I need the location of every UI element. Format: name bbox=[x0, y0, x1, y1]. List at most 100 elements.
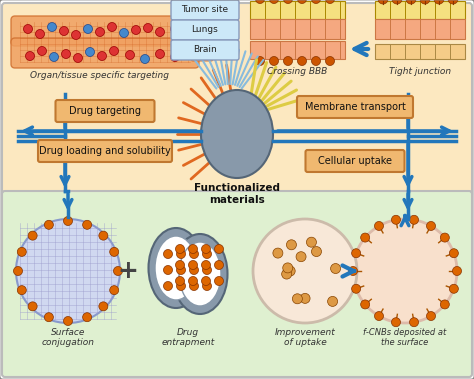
Text: Tumor site: Tumor site bbox=[182, 6, 228, 14]
Circle shape bbox=[45, 313, 54, 322]
Circle shape bbox=[164, 282, 173, 290]
Circle shape bbox=[189, 260, 198, 269]
Circle shape bbox=[286, 240, 296, 250]
Circle shape bbox=[109, 286, 118, 294]
FancyBboxPatch shape bbox=[250, 1, 345, 19]
Circle shape bbox=[190, 282, 199, 290]
Circle shape bbox=[189, 244, 198, 254]
Circle shape bbox=[108, 22, 117, 31]
Circle shape bbox=[270, 56, 279, 66]
Text: Improvement
of uptake: Improvement of uptake bbox=[274, 328, 336, 348]
Circle shape bbox=[24, 25, 33, 33]
Circle shape bbox=[181, 27, 190, 36]
FancyBboxPatch shape bbox=[375, 19, 465, 39]
Text: f-CNBs deposited at
the surface: f-CNBs deposited at the surface bbox=[364, 328, 447, 348]
Circle shape bbox=[64, 316, 73, 326]
Circle shape bbox=[361, 233, 370, 242]
Circle shape bbox=[374, 312, 383, 321]
Circle shape bbox=[98, 52, 107, 61]
FancyBboxPatch shape bbox=[55, 100, 155, 122]
Circle shape bbox=[109, 247, 118, 256]
Circle shape bbox=[202, 282, 211, 290]
FancyBboxPatch shape bbox=[171, 0, 239, 20]
Text: Drug targeting: Drug targeting bbox=[69, 106, 141, 116]
Circle shape bbox=[449, 249, 458, 258]
FancyBboxPatch shape bbox=[38, 140, 172, 162]
Circle shape bbox=[176, 266, 185, 274]
Circle shape bbox=[176, 282, 185, 290]
FancyBboxPatch shape bbox=[375, 1, 465, 19]
Circle shape bbox=[16, 219, 120, 323]
Ellipse shape bbox=[155, 236, 197, 300]
Ellipse shape bbox=[179, 242, 221, 306]
Ellipse shape bbox=[201, 90, 273, 178]
Circle shape bbox=[348, 266, 357, 276]
Circle shape bbox=[62, 50, 71, 58]
Circle shape bbox=[270, 0, 279, 3]
FancyBboxPatch shape bbox=[2, 191, 472, 377]
Circle shape bbox=[113, 266, 122, 276]
Circle shape bbox=[282, 269, 292, 279]
Text: Crossing BBB: Crossing BBB bbox=[267, 67, 327, 76]
Circle shape bbox=[99, 231, 108, 240]
Circle shape bbox=[175, 260, 184, 269]
FancyBboxPatch shape bbox=[306, 150, 404, 172]
Text: Surface
conjugation: Surface conjugation bbox=[42, 328, 94, 348]
FancyBboxPatch shape bbox=[11, 38, 199, 68]
FancyBboxPatch shape bbox=[11, 16, 199, 46]
Circle shape bbox=[119, 28, 128, 38]
Circle shape bbox=[201, 260, 210, 269]
Circle shape bbox=[95, 28, 104, 36]
Circle shape bbox=[171, 53, 180, 61]
Circle shape bbox=[352, 249, 361, 258]
Circle shape bbox=[328, 296, 337, 306]
Circle shape bbox=[26, 52, 35, 61]
Circle shape bbox=[175, 244, 184, 254]
Circle shape bbox=[283, 56, 292, 66]
Circle shape bbox=[201, 277, 210, 285]
Circle shape bbox=[255, 56, 264, 66]
Circle shape bbox=[45, 220, 54, 229]
FancyBboxPatch shape bbox=[2, 3, 472, 197]
Circle shape bbox=[155, 28, 164, 36]
Circle shape bbox=[215, 244, 224, 254]
Circle shape bbox=[283, 263, 293, 273]
Circle shape bbox=[13, 266, 22, 276]
Circle shape bbox=[392, 215, 401, 224]
Circle shape bbox=[410, 215, 419, 224]
Circle shape bbox=[353, 219, 457, 323]
Circle shape bbox=[361, 300, 370, 309]
Circle shape bbox=[37, 47, 46, 55]
Circle shape bbox=[285, 266, 295, 276]
Circle shape bbox=[164, 266, 173, 274]
Circle shape bbox=[440, 233, 449, 242]
Circle shape bbox=[352, 284, 361, 293]
Circle shape bbox=[82, 313, 91, 322]
Circle shape bbox=[326, 0, 335, 3]
Ellipse shape bbox=[148, 228, 203, 308]
Circle shape bbox=[306, 237, 317, 247]
Text: Lungs: Lungs bbox=[191, 25, 219, 34]
Circle shape bbox=[311, 0, 320, 3]
FancyBboxPatch shape bbox=[171, 40, 239, 60]
Circle shape bbox=[298, 56, 307, 66]
Circle shape bbox=[392, 0, 402, 4]
Circle shape bbox=[255, 0, 264, 3]
Circle shape bbox=[253, 219, 357, 323]
Circle shape bbox=[140, 55, 149, 64]
Circle shape bbox=[298, 0, 307, 3]
Text: Cellular uptake: Cellular uptake bbox=[318, 156, 392, 166]
Circle shape bbox=[296, 252, 306, 262]
Circle shape bbox=[190, 249, 199, 258]
Circle shape bbox=[449, 284, 458, 293]
FancyBboxPatch shape bbox=[191, 18, 223, 33]
FancyBboxPatch shape bbox=[191, 32, 218, 47]
Text: Brain: Brain bbox=[193, 45, 217, 55]
Circle shape bbox=[440, 300, 449, 309]
Circle shape bbox=[215, 260, 224, 269]
FancyBboxPatch shape bbox=[250, 41, 345, 59]
Circle shape bbox=[18, 247, 26, 256]
Circle shape bbox=[109, 47, 118, 55]
Text: Membrane transport: Membrane transport bbox=[305, 102, 405, 112]
Circle shape bbox=[330, 263, 341, 274]
